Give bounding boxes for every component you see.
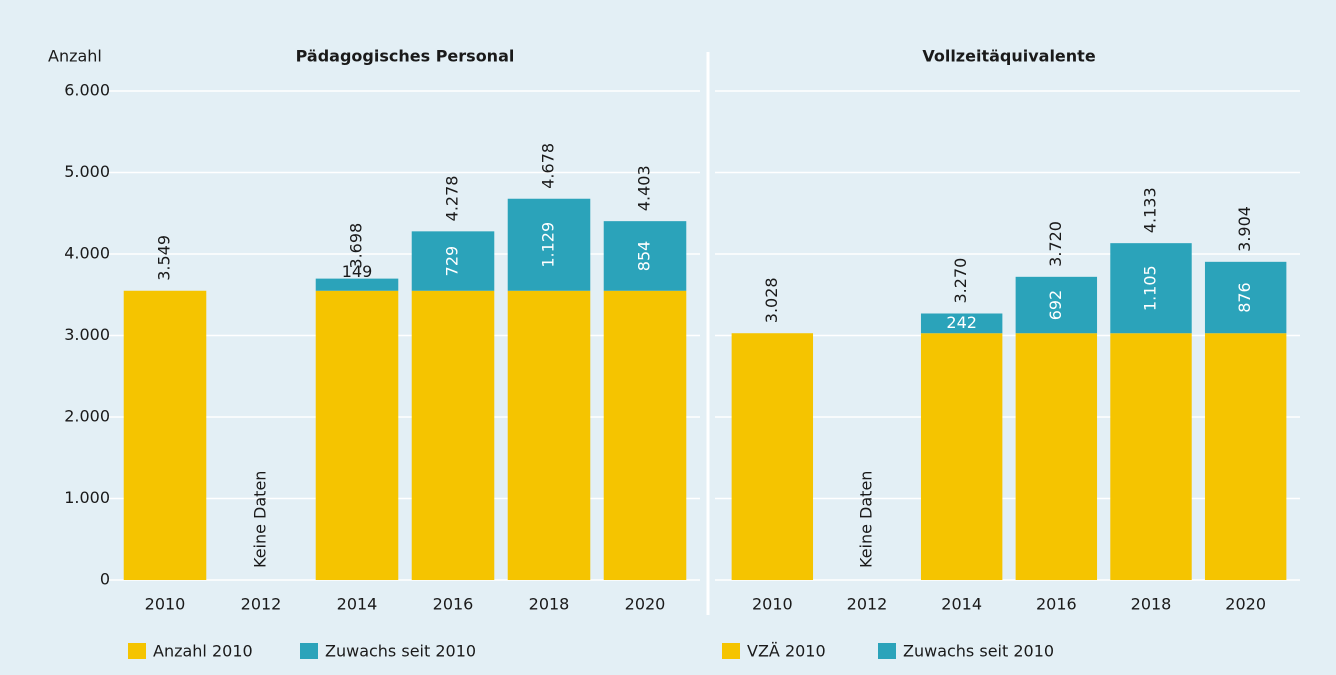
- y-tick-label: 3.000: [64, 325, 110, 344]
- bar-segment: [603, 290, 687, 580]
- bar-segment: [315, 278, 399, 291]
- y-tick-label: 1.000: [64, 488, 110, 507]
- total-label: 3.270: [951, 258, 970, 304]
- legend-label: Zuwachs seit 2010: [325, 642, 476, 661]
- legend-swatch: [300, 643, 318, 659]
- bar-segment: [1204, 333, 1287, 580]
- x-tick-label: 2012: [241, 595, 282, 614]
- x-tick-label: 2010: [145, 595, 186, 614]
- legend-label: Zuwachs seit 2010: [903, 642, 1054, 661]
- bar-segment: [315, 290, 399, 580]
- bar-segment: [411, 231, 495, 291]
- total-label: 4.133: [1141, 187, 1160, 233]
- x-tick-label: 2020: [1225, 595, 1266, 614]
- bar-segment: [1204, 261, 1287, 334]
- segment-label: 1.129: [539, 222, 558, 268]
- y-axis-label: Anzahl: [48, 47, 102, 66]
- total-label: 4.678: [539, 143, 558, 189]
- chart-title: Vollzeitäquivalente: [922, 47, 1095, 66]
- total-label: 3.720: [1046, 221, 1065, 267]
- x-tick-label: 2018: [1131, 595, 1172, 614]
- bar-segment: [411, 290, 495, 580]
- no-data-note: Keine Daten: [251, 471, 270, 568]
- bar-segment: [507, 198, 591, 291]
- legend-label: Anzahl 2010: [153, 642, 253, 661]
- total-label: 4.403: [635, 165, 654, 211]
- segment-label: 854: [635, 241, 654, 272]
- bar-segment: [731, 333, 814, 580]
- x-tick-label: 2014: [941, 595, 982, 614]
- segment-label: 876: [1235, 282, 1254, 313]
- total-label: 3.028: [762, 277, 781, 323]
- segment-label: 729: [443, 246, 462, 277]
- x-tick-label: 2012: [847, 595, 888, 614]
- segment-label: 1.105: [1141, 265, 1160, 311]
- bar-segment: [1015, 276, 1098, 334]
- chart-title: Pädagogisches Personal: [296, 47, 515, 66]
- bar-segment: [123, 290, 207, 580]
- legend-label: VZÄ 2010: [747, 642, 826, 661]
- x-tick-label: 2010: [752, 595, 793, 614]
- y-tick-label: 0: [100, 570, 110, 589]
- legend-swatch: [878, 643, 896, 659]
- bar-segment: [1015, 333, 1098, 580]
- total-label: 3.698: [347, 223, 366, 269]
- total-label: 4.278: [443, 176, 462, 222]
- bar-segment: [1110, 333, 1192, 580]
- x-tick-label: 2016: [1036, 595, 1077, 614]
- bar-segment: [507, 290, 591, 580]
- bar-segment: [920, 313, 1003, 334]
- bar-segment: [1110, 243, 1192, 334]
- bar-segment: [603, 221, 687, 291]
- total-label: 3.549: [155, 235, 174, 281]
- y-tick-label: 4.000: [64, 244, 110, 263]
- legend-swatch: [722, 643, 740, 659]
- legend-swatch: [128, 643, 146, 659]
- segment-label: 149: [342, 262, 373, 281]
- x-tick-label: 2016: [433, 595, 474, 614]
- x-tick-label: 2020: [625, 595, 666, 614]
- x-tick-label: 2014: [337, 595, 378, 614]
- y-tick-label: 2.000: [64, 407, 110, 426]
- segment-label: 242: [946, 313, 977, 332]
- bar-segment: [920, 333, 1003, 580]
- no-data-note: Keine Daten: [857, 471, 876, 568]
- y-tick-label: 6.000: [64, 81, 110, 100]
- y-tick-label: 5.000: [64, 162, 110, 181]
- total-label: 3.904: [1235, 206, 1254, 252]
- segment-label: 692: [1046, 290, 1065, 321]
- x-tick-label: 2018: [529, 595, 570, 614]
